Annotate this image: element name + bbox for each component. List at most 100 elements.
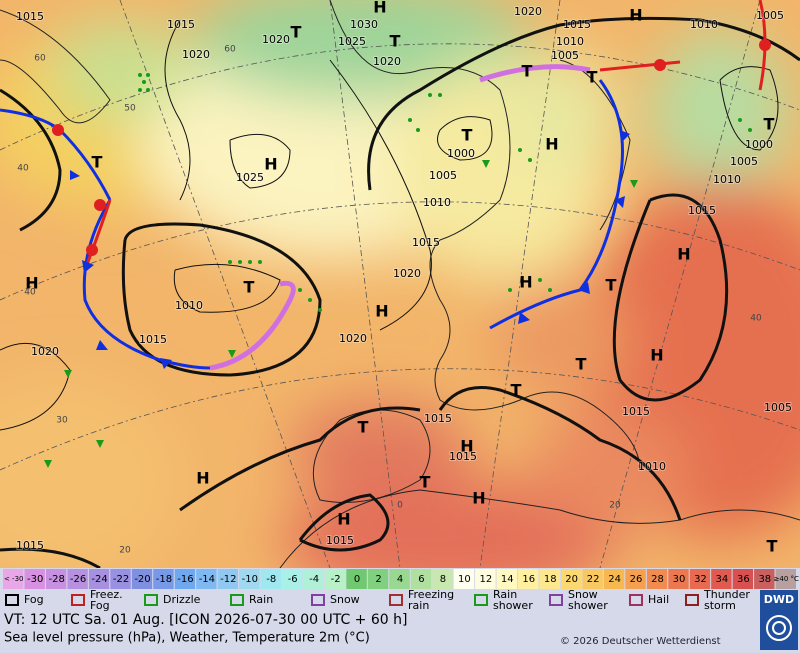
isobar-label: 1010 [556,35,584,48]
scale-cell [217,569,239,589]
weather-label: Drizzle [163,593,201,606]
dwd-logo-text: DWD [764,593,794,606]
isobar-label: 1005 [764,401,792,414]
pressure-center: T [576,355,587,374]
isobar-label: 1015 [326,534,354,547]
scale-cell [754,569,775,589]
scale-label: 28 [651,574,664,585]
pressure-center: T [767,537,778,556]
scale-label: 8 [440,574,446,585]
pressure-center: H [337,510,350,529]
scale-cell [560,569,582,589]
map: 1015 1015 1020 1020 1030 1025 1020 1020 1015 1010… [0,0,800,568]
graticule-label: 20 [119,546,131,556]
weather-label: Freezing rain [408,588,454,612]
isobar-label: 1015 [563,18,591,31]
scale-label: 12 [479,574,492,585]
isobar-label: 1015 [688,204,716,217]
scale-label: -14 [199,574,215,585]
scale-cell [303,569,324,589]
scale-label: ≥40 °C [774,575,799,583]
scale-cell [131,569,153,589]
isobar-label: 1015 [16,10,44,23]
scale-cell [496,569,518,589]
weather-icon [629,594,643,606]
scale-label: 26 [630,574,643,585]
isobar-label: 1000 [447,147,475,160]
scale-label: 0 [354,574,360,585]
scale-label: -22 [113,574,129,585]
scale-cell [646,569,668,589]
scale-cell [324,569,346,589]
pressure-center: T [92,153,103,172]
fronts [0,0,771,371]
scale-label: 10 [458,574,471,585]
scale-cell [239,569,260,589]
weather-label-line: shower [493,599,533,612]
scale-cell [668,569,689,589]
pressure-center: H [472,489,485,508]
isobar-label: 1010 [423,196,451,209]
weather-icon [230,594,244,606]
scale-cell [775,569,796,589]
scale-label: -10 [242,574,258,585]
isobar-label: 1010 [175,299,203,312]
weather-legend: Fog Freez. Fog Drizzle Rain Snow Freezing rainR… [5,588,750,612]
graticule [0,0,800,568]
weather-label: Snow [330,593,360,606]
isobar-label: 1015 [449,450,477,463]
scale-label: 34 [716,574,729,585]
weather-label-line: Hail [648,593,669,606]
pressure-center: T [291,23,302,42]
pressure-center: H [25,274,38,293]
scale-label: -28 [48,574,64,585]
scale-label: -16 [177,574,193,585]
graticule-label: 60 [224,45,236,55]
scale-cell [3,569,24,589]
weather-label-line: Rain [493,588,517,601]
scale-label: 36 [737,574,750,585]
scale-label: 16 [522,574,535,585]
weather-label: Snow shower [568,588,608,612]
scale-cell [260,569,281,589]
isobar-label: 1020 [262,33,290,46]
scale-cell [196,569,217,589]
weather-label-line: Snow [568,588,598,601]
isobar-label: 1020 [182,48,210,61]
isobar-label: 1010 [690,18,718,31]
scale-label: 24 [608,574,621,585]
weather-label-line: Fog [90,599,110,612]
weather-label-line: Thunder [703,588,750,601]
graticule-label: 60 [34,54,46,64]
scale-cell [389,569,410,589]
weather-label-line: Snow [330,593,360,606]
weather-icon [144,594,158,606]
pressure-center: H [264,155,277,174]
isobar-label: 1030 [350,18,378,31]
valid-time: VT: 12 UTC Sa. 01 Aug. [ICON 2026-07-30 … [4,612,407,628]
weather-symbols [44,73,752,468]
scale-label: < -30 [4,575,24,583]
legend: < -30 -30 -28 -26 -24 -22 -20 -18 -16 -14 -12 -10 -8… [0,568,800,653]
pressure-center: T [522,62,533,81]
weather-icon [474,594,488,606]
scale-label: 6 [418,574,424,585]
isobar-label: 1015 [139,333,167,346]
isobar-label: 1005 [756,9,784,22]
map-labels: 1015 1015 1020 1020 1030 1025 1020 1020 1015 1010… [15,0,793,556]
graticule-label: 30 [56,416,68,426]
scale-label: -6 [288,574,298,585]
pressure-center: T [420,473,431,492]
weather-label: Rain [249,593,273,606]
scale-cell [45,569,67,589]
copyright: © 2026 Deutscher Wetterdienst [560,636,721,647]
isobar-label: 1020 [393,267,421,280]
isobar-label: 1015 [16,539,44,552]
isobar-label: 1015 [412,236,440,249]
scale-cell [432,569,453,589]
scale-label: 22 [587,574,600,585]
scale-cell [281,569,303,589]
scale-cell [732,569,754,589]
weather-label: Fog [24,593,44,606]
graticule-label: 50 [124,104,136,114]
